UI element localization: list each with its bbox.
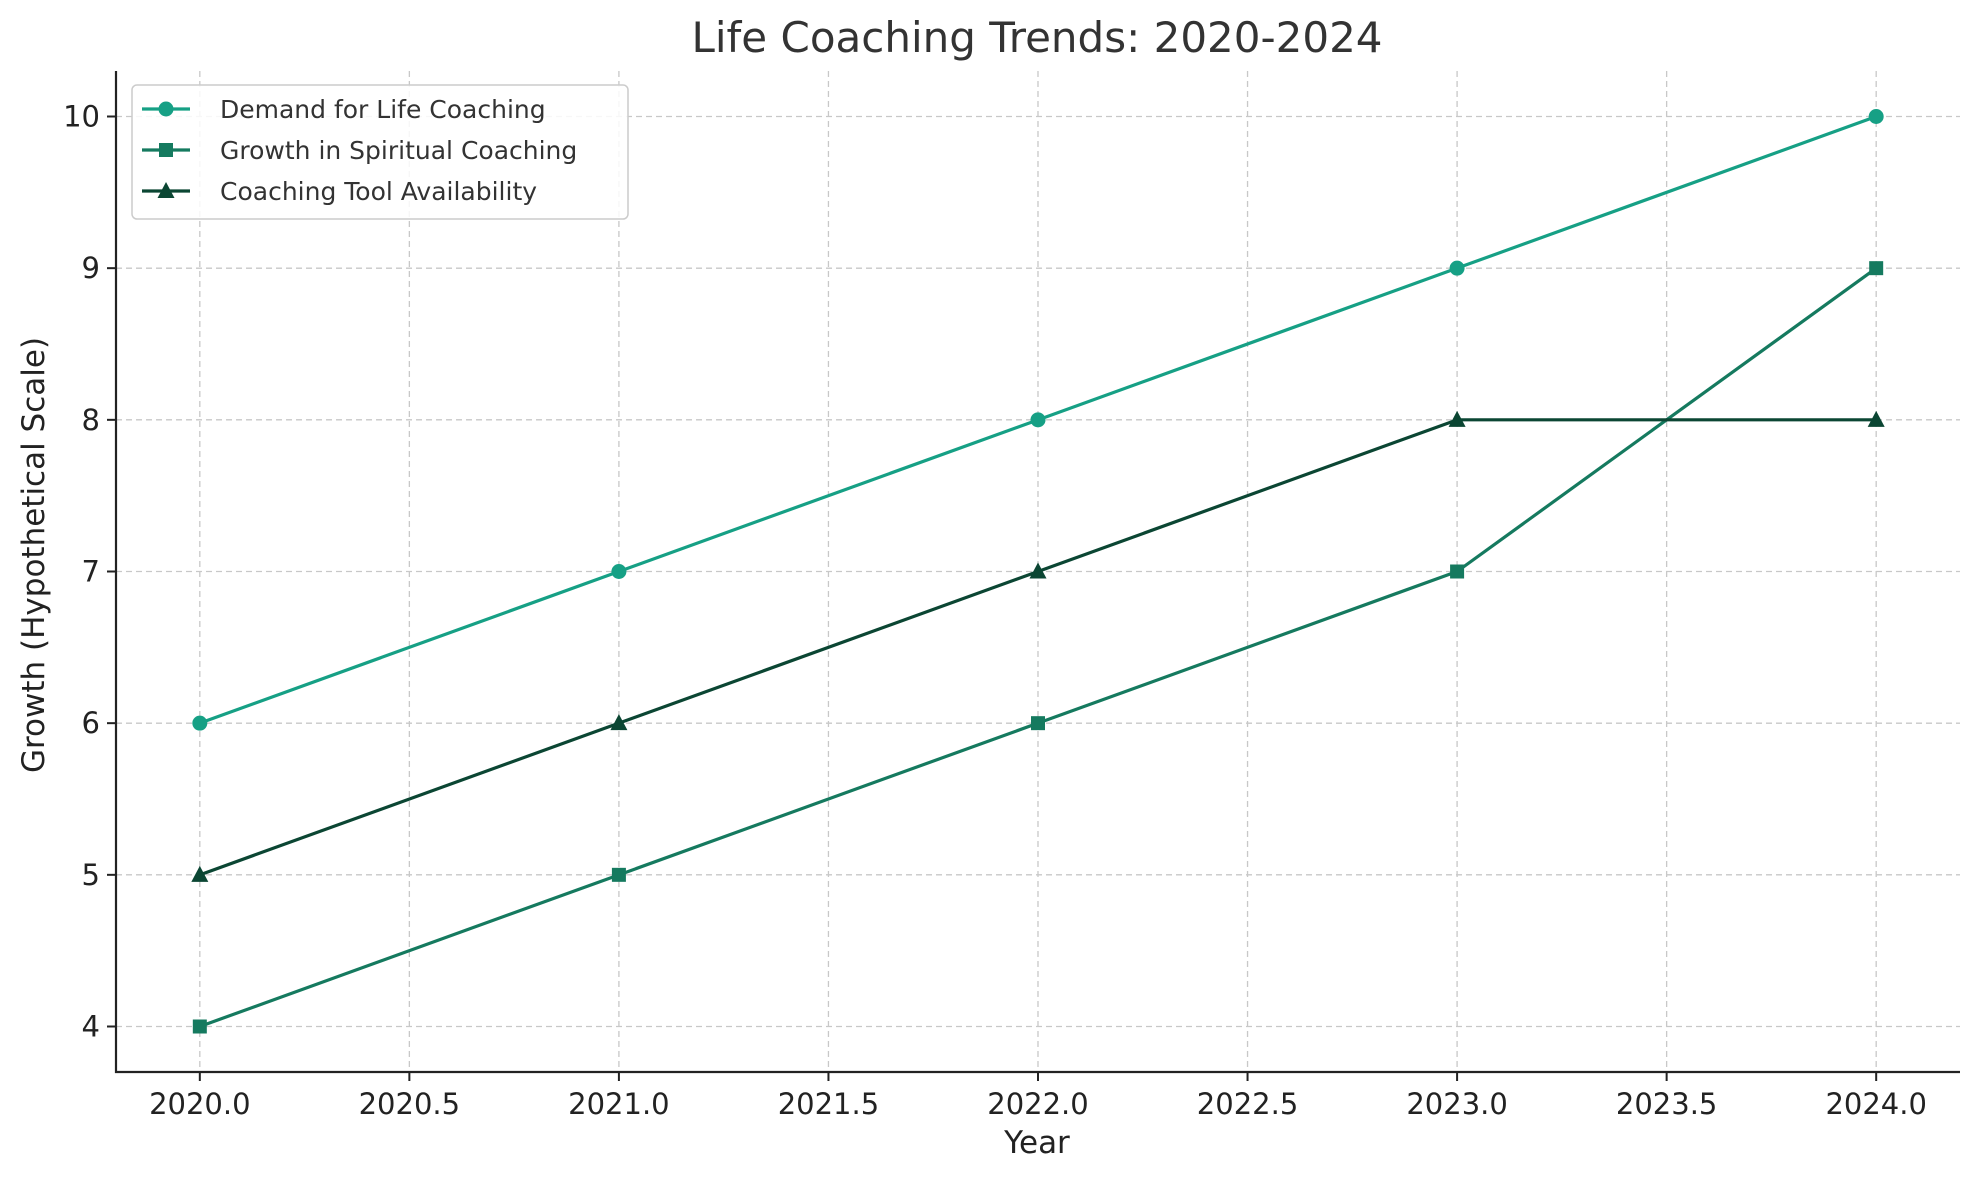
y-tick-label: 10: [63, 100, 100, 134]
legend-marker: [157, 182, 175, 198]
axes-layer: 2020.0 2020.5 2021.0 2021.5 2022.0 2022.5 2023…: [63, 71, 1960, 1121]
data-point: [1868, 109, 1884, 124]
legend-marker: [159, 143, 173, 157]
legend-label: Demand for Life Coaching: [220, 95, 546, 124]
axis-spines: [114, 71, 1960, 1074]
legend: Demand for Life Coaching Growth in Spirit…: [131, 84, 629, 220]
chart-title: Life Coaching Trends: 2020-2024: [691, 13, 1382, 62]
data-point: [192, 715, 208, 731]
legend-item: Growth in Spiritual Coaching: [142, 136, 577, 165]
data-point: [611, 564, 627, 579]
data-point: [1030, 412, 1046, 428]
legend-item: Coaching Tool Availability: [142, 177, 537, 206]
x-tick-label: 2021.0: [568, 1087, 669, 1121]
y-tick-label: 9: [82, 251, 100, 285]
x-tick-label: 2020.0: [149, 1087, 250, 1121]
data-point: [1450, 564, 1465, 579]
legend-box: [131, 84, 629, 220]
data-point: [611, 867, 626, 882]
legend-marker: [158, 101, 174, 117]
y-tick-label: 8: [82, 403, 100, 437]
data-point: [191, 865, 209, 882]
x-tick-label: 2022.5: [1197, 1087, 1298, 1121]
data-point: [192, 1019, 207, 1034]
x-tick-label: 2021.5: [778, 1087, 879, 1121]
x-tick-label: 2023.0: [1406, 1087, 1507, 1121]
x-tick-label: 2020.5: [359, 1087, 460, 1121]
x-tick-label: 2023.5: [1616, 1087, 1717, 1121]
series-2: [192, 261, 1884, 1034]
x-axis-label: Year: [1003, 1125, 1070, 1161]
data-point: [1869, 261, 1884, 276]
series-1: [192, 109, 1884, 731]
data-point: [1448, 410, 1466, 427]
y-tick-label: 4: [82, 1010, 100, 1044]
data-point: [1029, 562, 1047, 579]
series-3: [191, 410, 1885, 882]
x-tick-label: 2022.0: [987, 1087, 1088, 1121]
data-point: [1867, 410, 1885, 427]
y-tick-label: 6: [82, 706, 100, 740]
x-tick-label: 2024.0: [1825, 1087, 1926, 1121]
legend-label: Growth in Spiritual Coaching: [220, 136, 577, 165]
series-layer: [191, 109, 1885, 1034]
y-axis-label: Growth (Hypothetical Scale): [16, 337, 52, 773]
legend-label: Coaching Tool Availability: [220, 177, 537, 206]
data-point: [610, 714, 628, 731]
y-tick-label: 7: [82, 555, 100, 589]
data-point: [1449, 260, 1465, 276]
legend-item: Demand for Life Coaching: [142, 95, 546, 124]
data-point: [1031, 716, 1045, 731]
y-tick-label: 5: [82, 858, 100, 892]
